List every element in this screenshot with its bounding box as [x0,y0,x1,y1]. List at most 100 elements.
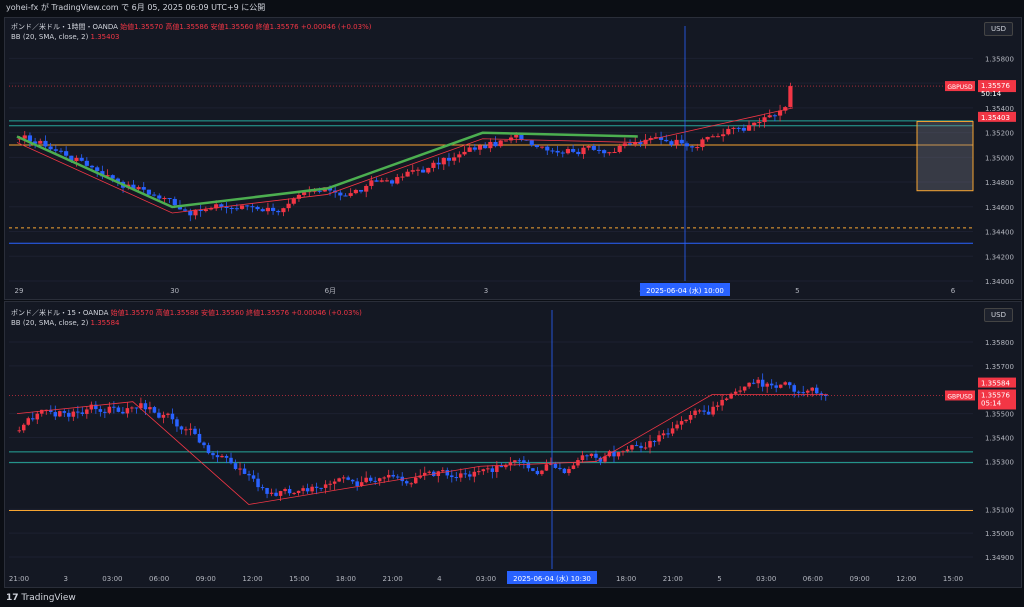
time-tick: 03:00 [756,575,776,583]
candle-body [493,141,498,147]
candle-body [674,139,679,145]
candle-body [179,426,184,430]
bb-value-tag-bg [978,377,1016,388]
symbol-tag-bg [945,390,975,401]
candle-body [67,412,71,417]
last-price: 1.35576 [981,82,1010,90]
candle-body [208,208,214,210]
time-tick: 18:00 [616,575,636,583]
currency-button-15m[interactable]: USD [984,308,1013,322]
candle-body [612,152,617,154]
chart-canvas-15m[interactable]: 1.35800 1.35700 1.35500 1.35400 1.35300 1.351… [5,302,1021,587]
last-price-tag-bg [978,389,1016,410]
candle-body [98,409,103,412]
candle-body [287,488,292,494]
candle-body [670,428,675,434]
candle-body [427,471,432,473]
candle-body [421,169,426,173]
chart-panel-1h[interactable]: 1.358001.356001.354001.352001.350001.348… [4,17,1022,300]
symbol-tag-bg [945,81,975,92]
candle-body [625,449,630,452]
candle-body [22,135,27,139]
candle-body [757,122,762,124]
candle-body [89,165,95,168]
candle-body [219,204,224,207]
candle-body [270,207,276,211]
last-price-tag-bg [978,80,1016,93]
candle-body [669,141,674,145]
candle-body [746,125,752,131]
candle-body [85,409,89,414]
candle-body [627,143,633,145]
candle-body [292,492,296,494]
tradingview-logo[interactable]: 17 TradingView [6,593,76,603]
candle-body [459,473,463,478]
candle-body [567,468,571,474]
bb-basis-line [16,394,828,505]
candle-body [664,139,669,142]
price-tick: 1.35300 [985,458,1014,466]
candle-body [74,157,79,162]
price-tick: 1.34400 [985,229,1014,237]
candle-body [695,147,700,149]
candle-body [596,149,602,151]
candle-body [534,145,540,148]
price-tick: 1.35100 [985,506,1014,514]
candle-body [95,167,100,172]
candle-body [301,488,305,491]
candle-body [742,386,747,391]
candle-body [317,190,322,192]
candle-body [688,415,693,420]
candle-body [639,445,643,448]
candle-body [31,418,35,420]
legend-1h: ポンド／米ドル・1時間・OANDA 始値1.35570 高値1.35586 安値… [11,22,371,32]
candle-body [389,180,395,184]
candle-body [571,465,576,469]
candle-body [369,180,374,186]
candle-body [197,433,202,443]
bb-value-1h: 1.35403 [90,33,120,41]
candle-body [508,137,514,141]
chart-canvas-1h[interactable]: 1.358001.356001.354001.352001.350001.348… [5,18,1021,299]
candle-body [560,152,565,154]
price-tick: 1.34200 [985,253,1014,261]
candle-body [395,177,400,184]
candle-body [141,187,146,190]
legend-bb-15m: BB (20, SMA, close, 2) 1.35584 [11,319,120,327]
candle-body [751,382,756,384]
candle-body [40,409,44,414]
brand-name: TradingView [21,593,76,603]
candle-body [162,198,167,200]
candle-body [338,192,343,196]
candle-body [251,475,256,479]
candle-body [738,390,742,392]
bb-label-15m: BB (20, SMA, close, 2) [11,319,89,327]
time-tick: 21:00 [383,575,403,583]
candle-body [522,460,526,463]
bb-value-tag-bg [978,111,1016,122]
candle-body [379,180,384,182]
candle-body [774,385,778,388]
candle-body [89,404,94,410]
candle-body [810,387,814,391]
candle-body [643,447,648,449]
currency-button-1h[interactable]: USD [984,22,1013,36]
candle-body [467,147,472,152]
candle-body [736,127,741,129]
candle-body [462,151,467,155]
candle-body [229,207,234,209]
candle-body [553,463,558,468]
candle-body [562,468,567,474]
candle-body [312,190,317,192]
symbol-tag: GBPUSD [947,393,973,400]
candle-body [463,473,468,475]
candle-body [580,455,585,461]
chart-panel-15m[interactable]: 1.35800 1.35700 1.35500 1.35400 1.35300 1.351… [4,301,1022,588]
candle-body [550,150,555,152]
candle-body [323,484,328,488]
candle-body [679,421,684,425]
candle-body [27,135,33,142]
time-tick: 09:00 [850,575,870,583]
candle-body [503,140,508,142]
candle-body [612,451,616,457]
